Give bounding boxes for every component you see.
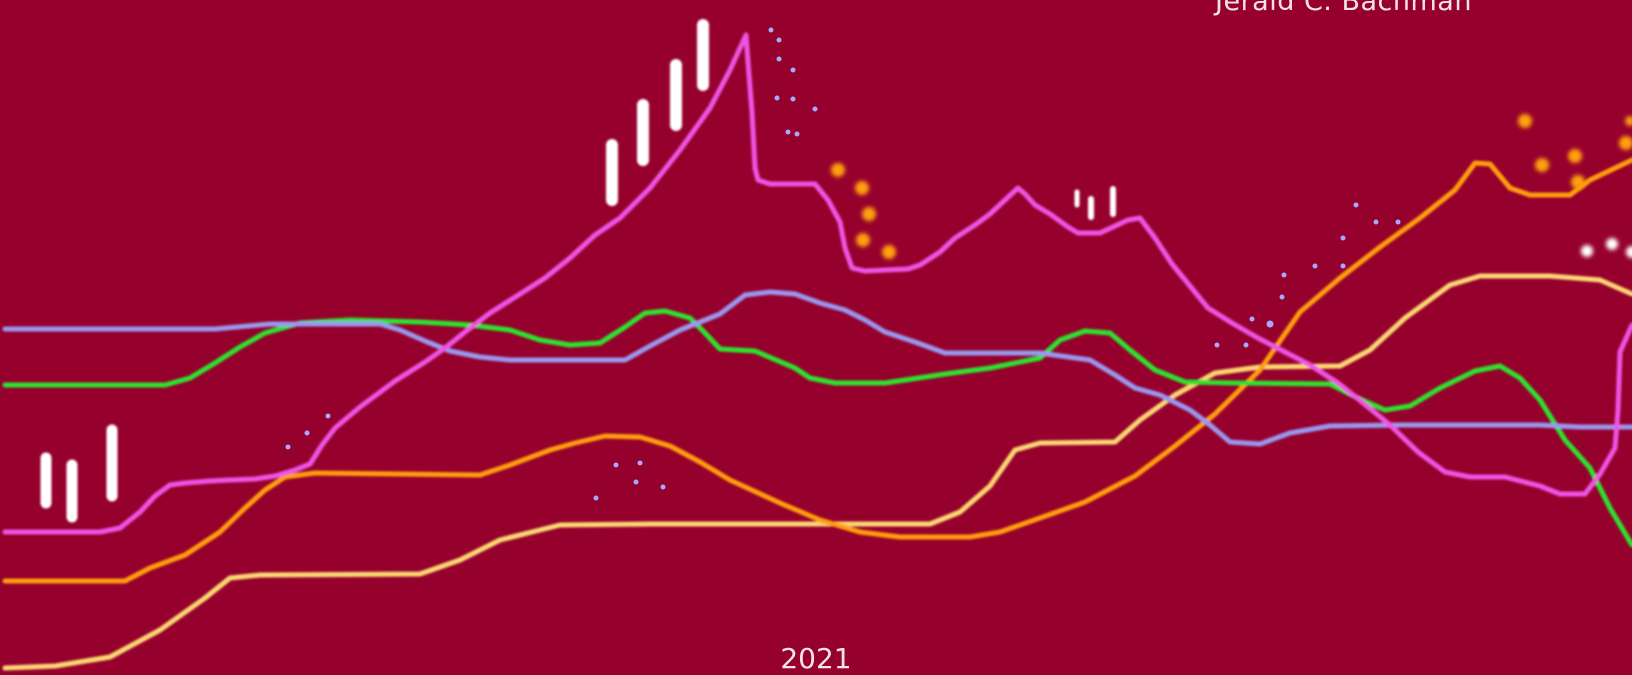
author-credit: Jerald C. Bachman xyxy=(1215,0,1472,17)
orange-dot xyxy=(856,233,870,247)
white-dot xyxy=(1581,245,1593,257)
orange-dot xyxy=(1535,158,1549,172)
lavender-dot xyxy=(776,56,782,62)
white-dot xyxy=(1626,246,1632,258)
orange-dot xyxy=(862,207,876,221)
lavender-dot xyxy=(790,96,796,102)
lavender-dot xyxy=(1353,202,1359,208)
orange-dot xyxy=(1568,149,1582,163)
orange-dot-cluster xyxy=(831,114,1632,259)
capsule-marks xyxy=(40,19,1116,523)
orange-dot xyxy=(882,245,896,259)
lavender-dot xyxy=(794,131,800,137)
magenta-line xyxy=(2,32,1632,535)
lavender-dot xyxy=(768,27,774,33)
lavender-dot xyxy=(304,430,310,436)
lavender-dot xyxy=(774,95,780,101)
lavender-dot xyxy=(593,495,599,501)
lavender-dot xyxy=(1243,342,1249,348)
lavender-dot xyxy=(1312,263,1318,269)
yellow-line xyxy=(2,273,1632,671)
orange-dot xyxy=(855,181,869,195)
lavender-dot xyxy=(790,67,796,73)
lavender-dot xyxy=(660,484,666,490)
lavender-dot xyxy=(633,479,639,485)
lavender-line xyxy=(2,289,1632,447)
year-caption: 2021 xyxy=(780,642,852,675)
lavender-dot xyxy=(325,413,331,419)
lavender-dot xyxy=(285,444,291,450)
lavender-dot xyxy=(1340,263,1346,269)
lavender-dot xyxy=(1373,219,1379,225)
orange-dot xyxy=(1625,116,1632,126)
orange-line xyxy=(2,157,1632,584)
green-line xyxy=(2,308,1632,548)
lavender-dot xyxy=(1395,219,1401,225)
orange-dot xyxy=(831,163,845,177)
lavender-dot xyxy=(1266,320,1274,328)
lavender-dot xyxy=(1214,342,1220,348)
white-dot xyxy=(1606,238,1618,250)
lavender-dot xyxy=(1281,272,1287,278)
lavender-dot xyxy=(785,129,791,135)
lavender-dot xyxy=(776,37,782,43)
orange-dot xyxy=(1518,114,1532,128)
lavender-dot xyxy=(637,460,643,466)
orange-dot xyxy=(1571,175,1585,189)
orange-dot xyxy=(1619,136,1632,150)
lavender-dot xyxy=(812,106,818,112)
lavender-dot xyxy=(1249,316,1255,322)
lavender-dot xyxy=(1340,235,1346,241)
lavender-dot-cluster xyxy=(285,27,1401,501)
white-dot-cluster xyxy=(1581,238,1632,258)
lavender-dot xyxy=(1279,294,1285,300)
lavender-dot xyxy=(613,462,619,468)
